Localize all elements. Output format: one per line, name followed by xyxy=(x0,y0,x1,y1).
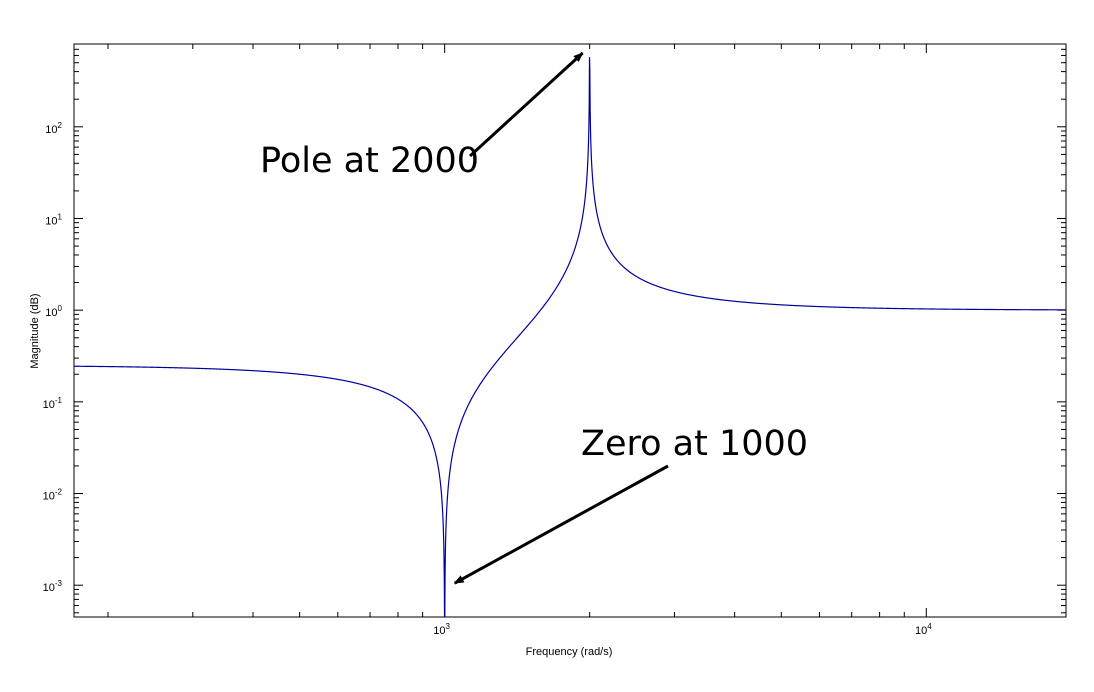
x-axis-label: Frequency (rad/s) xyxy=(526,646,613,658)
y-tick-label: 102 xyxy=(45,121,62,136)
x-tick-label: 103 xyxy=(433,622,450,637)
x-tick-label: 104 xyxy=(915,622,932,637)
plot-area xyxy=(73,43,1067,618)
y-axis-label: Magnitude (dB) xyxy=(29,293,41,368)
zero-annotation-label: Zero at 1000 xyxy=(581,424,808,464)
pole-annotation-label: Pole at 2000 xyxy=(260,141,479,181)
magnitude-curve xyxy=(74,57,1066,617)
pole-annotation-arrow xyxy=(468,51,584,158)
y-tick-label: 10-2 xyxy=(43,488,63,503)
y-tick-label: 10-3 xyxy=(43,579,63,594)
y-tick-label: 100 xyxy=(45,304,62,319)
zero-annotation-arrow xyxy=(453,464,669,585)
y-tick-label: 10-1 xyxy=(43,396,63,411)
axis-ticks xyxy=(74,43,1066,617)
y-tick-label: 101 xyxy=(45,212,62,227)
annotations: Pole at 2000 Zero at 1000 xyxy=(260,51,808,585)
